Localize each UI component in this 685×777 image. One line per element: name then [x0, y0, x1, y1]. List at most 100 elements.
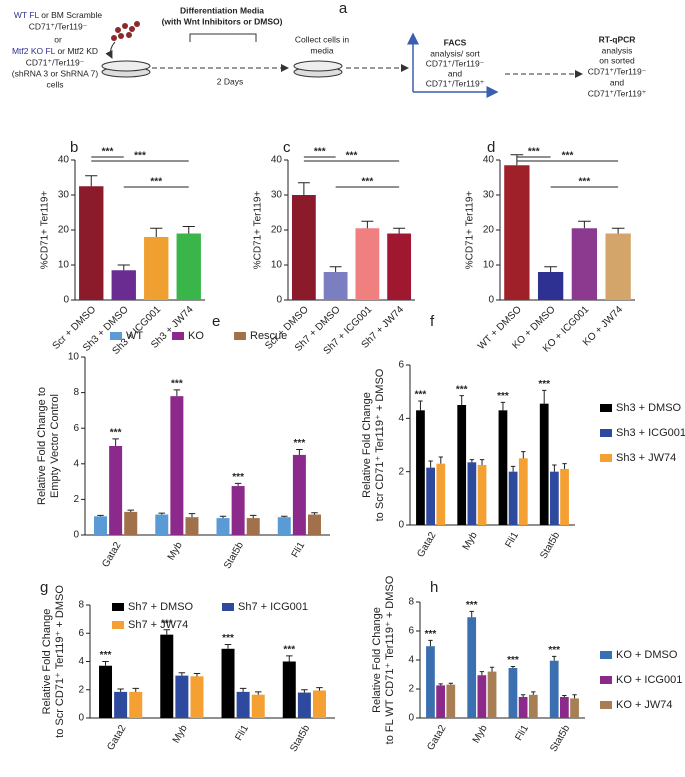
comparison-label: ***	[528, 147, 540, 158]
comparison-label: ***	[346, 151, 358, 162]
bar	[539, 403, 549, 525]
legend-label: Rescue	[250, 330, 287, 342]
bar	[426, 467, 436, 525]
comparison-label: ***	[134, 151, 146, 162]
legend-label: KO + JW74	[616, 699, 673, 711]
significance: ***	[100, 650, 112, 661]
x-tick-label: Myb	[461, 530, 480, 552]
y-tick-label: 2	[78, 684, 84, 695]
error-bar	[158, 512, 166, 515]
bar	[416, 410, 425, 525]
y-tick-label: 30	[271, 190, 283, 201]
legend-swatch	[600, 651, 612, 659]
error-bar	[329, 266, 342, 272]
source-text: (shRNA 3 or ShRNA 7)	[12, 68, 99, 78]
collect-text: Collect cells in	[295, 34, 350, 44]
bar	[549, 660, 559, 718]
bar	[160, 634, 174, 718]
legend-swatch	[110, 332, 122, 340]
x-tick-label: Fli1	[503, 530, 521, 550]
y-tick-label: 8	[408, 597, 414, 608]
bar	[277, 517, 291, 535]
bar	[457, 405, 467, 525]
rtqpcr-text: analysis	[602, 45, 633, 55]
significance: ***	[507, 655, 519, 666]
legend-swatch	[112, 603, 124, 611]
bar	[99, 665, 113, 718]
bar	[436, 685, 446, 718]
source-text: Mtf2 KO FL	[12, 46, 56, 56]
bar	[436, 463, 446, 525]
y-tick-label: 10	[58, 260, 70, 271]
error-bar	[510, 465, 516, 472]
x-tick-label: Myb	[171, 723, 190, 745]
bar	[176, 233, 201, 300]
panel-label: d	[487, 139, 495, 156]
y-axis-label: %CD71+ Ter119+	[253, 191, 264, 270]
error-bar	[438, 683, 443, 686]
bar	[124, 511, 138, 535]
bar	[297, 692, 311, 718]
error-bar	[117, 264, 130, 271]
rtqpcr-title: RT-qPCR	[599, 34, 636, 44]
bar	[570, 698, 579, 718]
bar	[508, 471, 518, 525]
legend-label: WT	[126, 330, 143, 342]
bar	[282, 661, 296, 718]
source-text: or BM Scramble	[39, 10, 103, 20]
source-text: cells	[46, 79, 63, 89]
error-bar	[418, 400, 423, 411]
bar	[175, 675, 189, 718]
error-bar	[163, 629, 171, 635]
legend-label: Sh7 + JW74	[128, 619, 188, 631]
significance: ***	[415, 390, 427, 401]
comparison-label: ***	[314, 147, 326, 158]
bar	[221, 648, 235, 718]
error-bar	[150, 227, 163, 237]
legend-swatch	[112, 621, 124, 629]
y-tick-label: 10	[68, 352, 80, 363]
x-tick-label: Stat5b	[538, 530, 562, 561]
facs-text: and	[448, 68, 462, 78]
x-tick-label: Myb	[471, 723, 490, 745]
error-bar	[301, 689, 308, 693]
source-text: or Mtf2 KD	[55, 46, 98, 56]
comparison-label: ***	[579, 177, 591, 188]
legend-label: Sh3 + DMSO	[616, 402, 682, 414]
y-axis-label: Relative Fold Change to	[36, 387, 48, 505]
error-bar	[311, 512, 318, 515]
panel-label: h	[430, 579, 438, 596]
dish	[293, 60, 343, 78]
error-bar	[254, 691, 262, 695]
error-bar	[428, 639, 433, 647]
bar	[79, 186, 104, 300]
significance: ***	[161, 618, 173, 629]
bar	[94, 516, 108, 535]
panel-label: b	[70, 139, 78, 156]
error-bar	[552, 464, 557, 472]
bar	[323, 272, 348, 300]
error-bar	[234, 482, 242, 487]
source-text: or	[54, 34, 62, 44]
error-bar	[85, 175, 98, 187]
legend-swatch	[600, 701, 612, 709]
error-bar	[281, 515, 288, 518]
bar	[216, 518, 230, 535]
error-bar	[520, 694, 526, 697]
y-tick-label: 40	[271, 155, 283, 166]
significance: ***	[232, 472, 244, 483]
y-tick-label: 20	[271, 225, 283, 236]
bar	[387, 233, 412, 300]
facs-title: FACS	[444, 37, 467, 47]
error-bar	[188, 513, 196, 518]
error-bar	[117, 688, 124, 692]
media-text: Differentiation Media	[180, 5, 264, 15]
bar	[605, 233, 631, 300]
y-tick-label: 8	[73, 387, 79, 398]
y-tick-label: 6	[73, 423, 79, 434]
error-bar	[542, 389, 547, 404]
error-bar	[97, 514, 104, 517]
comparison-label: ***	[562, 151, 574, 162]
significance: ***	[548, 645, 560, 656]
